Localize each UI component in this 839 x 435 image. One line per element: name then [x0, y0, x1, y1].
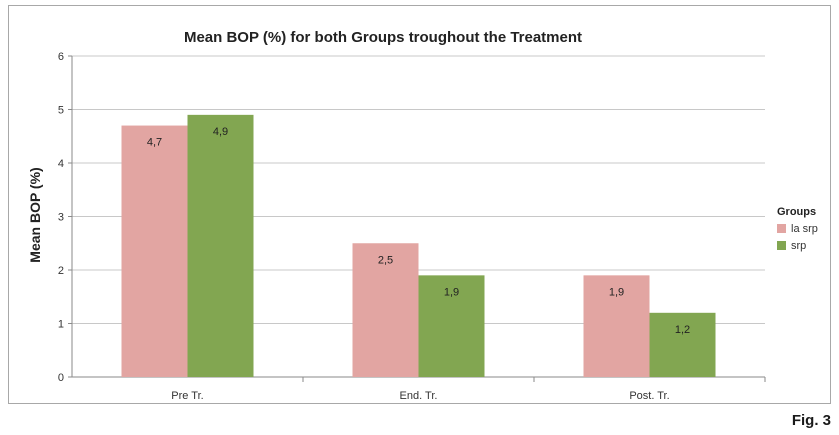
data-labels: 4,7 4,9 2,5 1,9 1,9 1,2 [147, 126, 690, 336]
bars [121, 114, 716, 377]
figure-label: Fig. 3 [791, 412, 831, 429]
bar [352, 243, 419, 377]
x-tick-label: Post. Tr. [629, 390, 669, 402]
bar [649, 312, 716, 377]
x-tick-label: Pre Tr. [171, 390, 203, 402]
bar [187, 114, 254, 377]
y-tick-label: 6 [58, 51, 64, 63]
data-label: 1,9 [609, 286, 624, 298]
y-axis-label: Mean BOP (%) [27, 167, 43, 262]
data-label: 4,9 [213, 126, 228, 138]
y-tick-label: 3 [58, 212, 64, 224]
y-tick-label: 2 [58, 265, 64, 277]
y-tick-label: 1 [58, 319, 64, 331]
y-tick-label: 4 [58, 158, 64, 170]
bar [121, 125, 188, 377]
legend-title: Groups [777, 206, 816, 218]
bar [583, 275, 650, 377]
bar [418, 275, 485, 377]
x-tick-label: End. Tr. [400, 390, 438, 402]
data-label: 2,5 [378, 254, 393, 266]
y-tick-label: 5 [58, 105, 64, 117]
data-label: 1,9 [444, 286, 459, 298]
axes: 0 1 2 3 4 5 6 Pre Tr. End. Tr. Post. Tr. [58, 51, 766, 402]
legend: Groups la srp srp [777, 206, 818, 252]
data-label: 1,2 [675, 324, 690, 336]
data-label: 4,7 [147, 137, 162, 149]
legend-label: srp [791, 240, 806, 252]
y-tick-label: 0 [58, 372, 64, 384]
legend-label: la srp [791, 223, 818, 235]
legend-swatch [777, 224, 786, 233]
chart-title: Mean BOP (%) for both Groups troughout t… [184, 29, 582, 46]
legend-swatch [777, 241, 786, 250]
